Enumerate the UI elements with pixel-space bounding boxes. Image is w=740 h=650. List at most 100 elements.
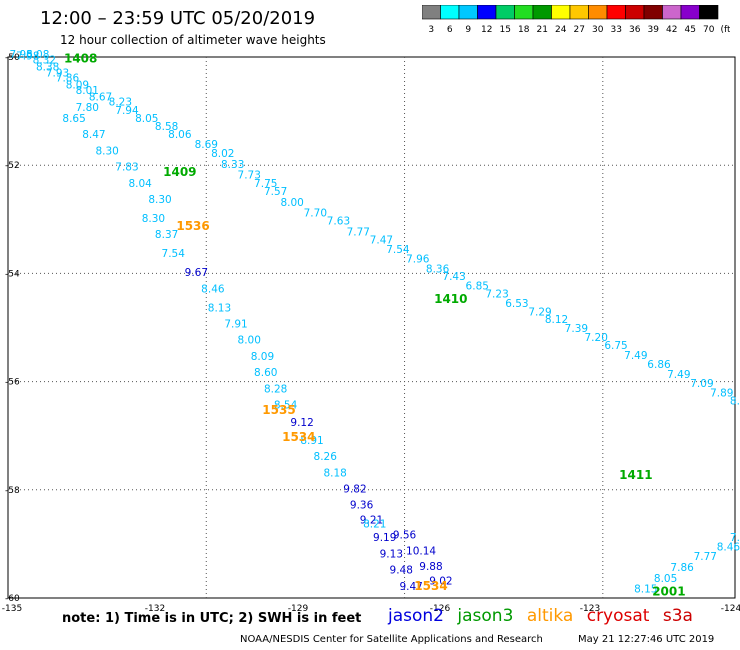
pass-time-label: 2001 [652,584,685,598]
sat-legend-jason3: jason3 [457,606,514,626]
wave-height-value: 9.19 [373,532,396,544]
wave-height-value: 9.13 [380,548,403,560]
scale-label: 12 [481,25,492,35]
page-subtitle: 12 hour collection of altimeter wave hei… [60,33,326,47]
x-tick-label: -123 [580,604,600,614]
scale-label: 36 [629,25,641,35]
wave-height-value: 8.09 [66,79,89,91]
wave-height-value: 7.09 [690,378,713,390]
wave-height-value: 7.77 [730,532,740,544]
wave-height-value: 7.49 [667,369,690,381]
wave-height-value: 8.21 [363,519,386,531]
wave-height-value: 8.04 [128,178,152,190]
wave-height-value: 7.39 [565,323,588,335]
wave-height-value: 8.60 [254,367,277,379]
x-tick-label: -135 [2,604,22,614]
scale-label: (ft) [720,25,730,35]
wave-height-value: 8.06 [168,129,192,141]
wave-height-value: 8.38 [36,62,59,74]
scale-label: 42 [666,25,677,35]
wave-height-value: 7.73 [238,170,261,182]
scale-label: 9 [465,25,471,35]
scale-label: 45 [685,25,696,35]
wave-height-value: 7.93 [46,67,69,79]
scale-label: 3 [428,25,434,35]
scale-label: 21 [537,25,548,35]
wave-height-value: 8.05 [135,113,158,125]
wave-height-value: 10.14 [406,546,436,558]
wave-height-value: 8.32 [33,54,56,66]
wave-height-value: 8.46 [201,283,225,295]
wave-height-value: 8.69 [195,139,218,151]
sat-legend-altika: altika [526,606,574,626]
wave-height-value: 8.09 [251,351,274,363]
wave-height-value: 9.12 [290,417,313,429]
y-tick-label: -58 [5,486,20,496]
pass-time-label: 1534 [414,579,447,593]
wave-height-value: 7.70 [304,208,327,220]
y-tick-label: -50 [5,53,20,63]
wave-height-value: 9.56 [393,529,417,541]
wave-height-value: 8.91 [300,435,323,447]
scale-label: 30 [592,25,604,35]
wave-height-value: 7.83 [115,162,138,174]
wave-height-value: 7.86 [56,72,80,84]
credit-line: NOAA/NESDIS Center for Satellite Applica… [240,634,543,645]
x-tick-label: -129 [288,604,309,614]
wave-height-value: 7.77 [347,227,370,239]
scale-label: 33 [611,25,622,35]
wave-height-value: 8.30 [148,194,171,206]
scale-label: 70 [703,25,715,35]
wave-height-value: 7.20 [585,332,608,344]
x-tick-label: -126 [430,604,451,614]
wave-height-value: 6.53 [505,298,528,310]
wave-height-value: 7.29 [528,307,551,319]
wave-height-value: 8.58 [155,121,178,133]
wave-height-value: 8.13 [208,302,231,314]
wave-height-value: 8.05 [654,573,677,585]
y-tick-label: -54 [5,269,20,279]
sat-legend-cryosat: cryosat [586,606,650,626]
wave-height-value: 7.89 [710,388,733,400]
wave-height-value: 8.65 [62,113,85,125]
wave-height-value: 7.91 [224,319,247,331]
scale-label: 18 [518,25,530,35]
pass-time-label: 1534 [282,430,315,444]
wave-height-value: 8.37 [155,229,178,241]
wave-height-value: 7.86 [670,562,694,574]
wave-height-value: 7.54 [386,244,410,256]
pass-time-label: 1408 [64,51,97,65]
wave-height-value: 8.01 [730,395,740,407]
footer-note: note: 1) Time is in UTC; 2) SWH is in fe… [62,611,362,626]
wave-height-value: 9.88 [419,561,442,573]
scale-swatch [699,5,719,20]
wave-height-value: 7.80 [76,102,99,114]
wave-height-value: 8.12 [545,314,568,326]
wave-height-value: 9.02 [429,575,452,587]
scale-label: 15 [500,25,511,35]
scale-label: 39 [648,25,660,35]
sat-legend-jason2: jason2 [388,606,444,626]
scale-label: 6 [447,25,453,35]
sat-legend-s3a: s3a [662,606,693,626]
wave-height-value: 9.67 [185,267,208,279]
wave-height-value: 9.47 [399,581,422,593]
wave-height-value: 7.23 [485,289,508,301]
wave-height-value: 7.77 [694,551,717,563]
y-tick-label: -52 [5,161,20,171]
wave-height-value: 7.54 [162,248,186,260]
wave-height-value: 8.30 [95,145,118,157]
wave-height-value: 7.43 [442,271,465,283]
wave-height-value: 8.02 [211,148,234,160]
pass-time-label: 1410 [434,292,467,306]
wave-height-value: 8.15 [634,584,657,596]
wave-height-value: 8.67 [89,91,112,103]
pass-time-label: 1409 [163,165,196,179]
wave-height-value: 7.57 [264,186,287,198]
x-tick-label: -124 [721,604,740,614]
satellite-legend: jason2 jason3 altika cryosat s3a [388,606,701,626]
wave-height-value: 9.21 [360,514,383,526]
wave-height-value: 7.96 [406,254,430,266]
